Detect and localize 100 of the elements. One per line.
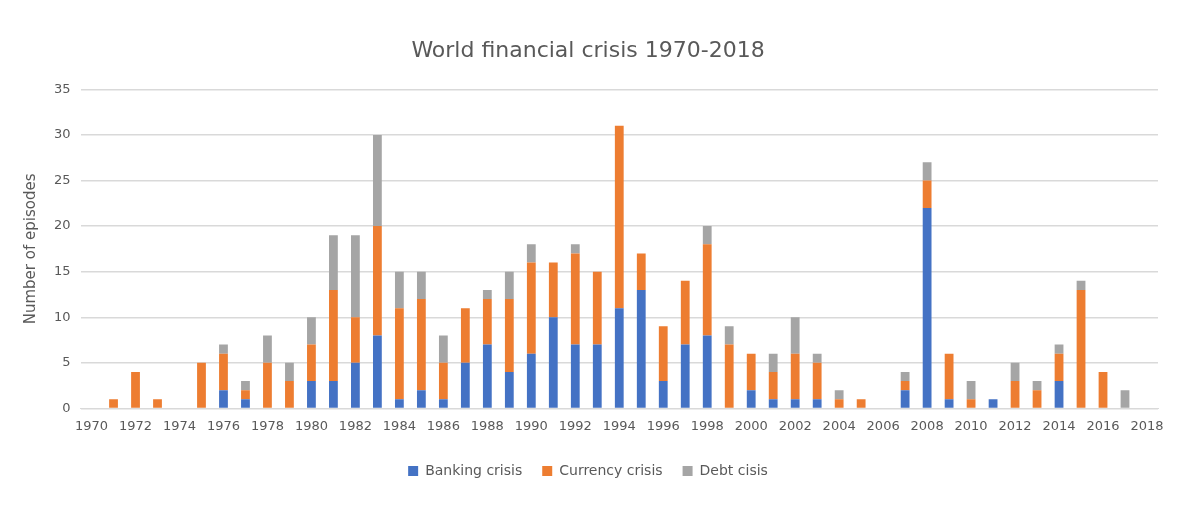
bar	[329, 235, 338, 290]
bar	[746, 390, 756, 408]
x-tick-label: 2006	[866, 417, 900, 433]
bar	[1076, 289, 1086, 408]
x-tick-label: 1976	[206, 417, 241, 433]
bar	[1032, 390, 1042, 408]
bar	[307, 344, 316, 382]
bar	[966, 381, 976, 400]
bar	[351, 235, 360, 318]
bar	[768, 353, 778, 372]
y-tick-label: 10	[54, 308, 71, 324]
bar	[351, 362, 360, 408]
y-tick-label: 20	[54, 217, 71, 233]
bar	[394, 271, 404, 309]
bar	[504, 371, 514, 408]
bar	[724, 326, 734, 345]
bar	[790, 353, 800, 400]
bar	[504, 299, 514, 372]
bar	[570, 344, 580, 408]
bar	[1054, 353, 1064, 382]
bar	[790, 399, 800, 408]
y-axis-title: Number of episodes	[20, 173, 39, 325]
bar	[416, 271, 426, 300]
bar	[1120, 390, 1130, 408]
bar	[636, 289, 646, 408]
bar	[1010, 362, 1020, 382]
x-tick-label: 1974	[162, 417, 197, 433]
x-tick-label: 2008	[910, 417, 944, 433]
x-tick-label: 2004	[822, 417, 856, 433]
bar	[153, 399, 162, 408]
bar	[658, 381, 668, 408]
bar	[812, 353, 822, 363]
x-tick-label: 1984	[382, 417, 416, 433]
bar	[263, 362, 272, 408]
bar	[834, 390, 844, 400]
bar	[702, 226, 712, 245]
y-tick-label: 5	[62, 354, 71, 370]
bar	[1098, 371, 1108, 408]
x-tick-label: 1982	[338, 417, 372, 433]
bar	[570, 244, 580, 254]
bar	[460, 362, 470, 408]
y-tick-label: 0	[62, 399, 71, 415]
bar	[219, 353, 228, 391]
x-tick-label: 1986	[426, 417, 460, 433]
bar	[307, 317, 316, 345]
bar	[241, 399, 250, 408]
bar	[1032, 381, 1042, 391]
bar	[922, 162, 932, 181]
bar	[526, 262, 536, 354]
bar	[680, 280, 690, 345]
x-tick-label: 2014	[1042, 417, 1076, 433]
bar	[438, 335, 448, 363]
bar	[482, 299, 492, 345]
bar	[900, 371, 910, 382]
bar	[394, 308, 404, 400]
bar	[482, 289, 492, 300]
bar	[109, 399, 118, 408]
bar	[526, 353, 536, 408]
bar	[922, 207, 932, 408]
x-tick-label: 1980	[294, 417, 328, 433]
bar	[944, 399, 954, 408]
legend-label: Debt cisis	[699, 461, 768, 478]
bar	[900, 381, 910, 391]
bar	[1054, 381, 1064, 408]
bar	[351, 317, 360, 363]
x-tick-label: 2000	[734, 417, 768, 433]
legend-label: Currency crisis	[559, 461, 663, 478]
bar	[702, 244, 712, 336]
bar	[702, 335, 712, 408]
bar	[307, 381, 316, 408]
bar	[285, 381, 294, 408]
y-tick-label: 30	[54, 126, 71, 142]
bar	[988, 399, 998, 408]
bar	[263, 335, 272, 363]
bar	[329, 381, 338, 408]
bar	[131, 371, 140, 408]
bar	[460, 308, 470, 363]
y-tick-label: 15	[54, 263, 71, 279]
bar	[812, 399, 822, 408]
bar	[834, 399, 844, 408]
bar	[482, 344, 492, 408]
x-tick-label: 1972	[118, 417, 153, 433]
bar	[241, 381, 250, 391]
bar	[966, 399, 976, 408]
y-tick-label: 35	[54, 80, 71, 96]
x-tick-label: 2016	[1086, 417, 1120, 433]
bar	[526, 244, 536, 263]
bar	[438, 399, 448, 408]
bar	[416, 299, 426, 391]
bar	[329, 289, 338, 382]
bar	[944, 353, 954, 400]
bar	[658, 326, 668, 382]
x-tick-label: 1994	[602, 417, 636, 433]
bar	[614, 308, 624, 408]
bar	[790, 317, 800, 354]
x-tick-label: 2010	[954, 417, 988, 433]
x-tick-label: 1990	[514, 417, 548, 433]
bar	[373, 335, 382, 408]
x-tick-label: 2018	[1130, 417, 1164, 433]
y-tick-label: 25	[54, 171, 71, 187]
